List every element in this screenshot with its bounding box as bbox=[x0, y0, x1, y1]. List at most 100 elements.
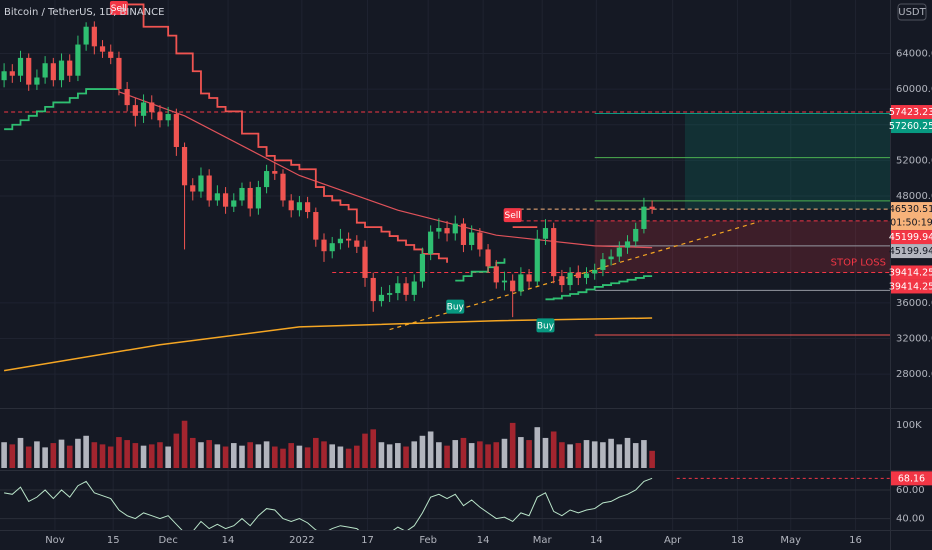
volume-bar bbox=[575, 443, 582, 468]
candle-body bbox=[411, 281, 417, 295]
volume-bar bbox=[419, 435, 426, 468]
currency-box[interactable] bbox=[897, 3, 927, 21]
rsi-label: 68.16 bbox=[898, 473, 925, 484]
candle-body bbox=[26, 57, 32, 85]
volume-bar bbox=[75, 438, 81, 468]
candle-body bbox=[436, 228, 442, 232]
candle-body bbox=[140, 102, 147, 116]
volume-bar bbox=[362, 433, 368, 468]
volume-bar bbox=[649, 450, 655, 468]
candle-body bbox=[493, 266, 499, 283]
candle-body bbox=[403, 283, 409, 295]
candle-body bbox=[280, 173, 286, 201]
chart-title: Bitcoin / TetherUS, 1D, BINANCE bbox=[4, 7, 164, 18]
x-tick-label: Nov bbox=[45, 535, 65, 546]
price-label: 45199.94 bbox=[889, 232, 932, 243]
x-tick-label: 15 bbox=[107, 535, 120, 546]
candle-body bbox=[518, 274, 524, 292]
candle-body bbox=[378, 294, 385, 302]
volume-bar bbox=[25, 446, 32, 468]
volume-bar bbox=[624, 437, 631, 468]
volume-bar bbox=[534, 427, 541, 468]
candle-body bbox=[321, 239, 327, 252]
volume-pane bbox=[1, 420, 655, 468]
volume-bar bbox=[263, 441, 270, 468]
grid-layer bbox=[0, 0, 890, 530]
price-label: 39414.25 bbox=[889, 281, 932, 292]
candle-body bbox=[75, 44, 81, 76]
candle-body bbox=[116, 57, 122, 90]
rsi-label-bg bbox=[891, 471, 932, 486]
volume-bar bbox=[632, 443, 639, 468]
price-label-bg bbox=[891, 119, 932, 134]
signal-label: Buy bbox=[447, 303, 465, 313]
candle-body bbox=[559, 276, 565, 286]
x-tick-label: 14 bbox=[477, 535, 490, 546]
trade-zone bbox=[684, 113, 890, 210]
volume-bar bbox=[427, 431, 434, 468]
volume-bar bbox=[230, 443, 237, 468]
volume-bar bbox=[386, 444, 393, 468]
x-tick-label: 14 bbox=[590, 535, 603, 546]
candle-body bbox=[485, 249, 491, 267]
volume-bar bbox=[370, 429, 377, 468]
volume-bar bbox=[403, 446, 409, 468]
volume-bar bbox=[313, 437, 319, 468]
y-tick-label: 60000.00 bbox=[896, 84, 932, 95]
candle-body bbox=[239, 187, 245, 201]
volume-bar bbox=[116, 437, 122, 468]
axis-layer: 28000.00 32000.00 36000.00 48000.00 52000.00… bbox=[45, 48, 932, 546]
candle-body bbox=[305, 202, 311, 213]
y-tick-label: 52000.00 bbox=[896, 155, 932, 166]
candle-body bbox=[50, 63, 56, 81]
volume-bar bbox=[329, 444, 336, 468]
volume-bar bbox=[608, 438, 614, 468]
signal-label: Sell bbox=[505, 211, 521, 221]
signal-badge bbox=[109, 1, 128, 15]
volume-bar bbox=[255, 444, 262, 468]
volume-bar bbox=[509, 422, 516, 468]
volume-bar bbox=[468, 443, 475, 468]
rsi-tick-label: 40.00 bbox=[896, 514, 925, 525]
volume-bar bbox=[526, 440, 532, 468]
y-tick-label: 32000.00 bbox=[896, 334, 932, 345]
volume-bar bbox=[214, 444, 221, 468]
volume-bar bbox=[271, 446, 278, 468]
signal-badge bbox=[446, 299, 465, 314]
candle-body bbox=[1, 71, 7, 81]
volume-bar bbox=[354, 445, 360, 468]
candle-body bbox=[198, 175, 204, 192]
candle-body bbox=[99, 46, 106, 52]
volume-bar bbox=[321, 441, 327, 468]
x-tick-label: Feb bbox=[419, 535, 437, 546]
volume-bar bbox=[411, 441, 418, 468]
candle-body bbox=[624, 241, 631, 248]
volume-bar bbox=[296, 445, 303, 468]
candle-body bbox=[165, 114, 171, 121]
volume-bar bbox=[34, 441, 40, 468]
volume-bar bbox=[9, 444, 16, 468]
candle-body bbox=[387, 293, 393, 295]
candle-body bbox=[132, 105, 138, 116]
y-tick-label: 28000.00 bbox=[896, 369, 932, 380]
volume-bar bbox=[50, 443, 57, 468]
candle-body bbox=[616, 247, 622, 257]
candle-body bbox=[272, 171, 278, 174]
candle-body bbox=[124, 89, 130, 106]
volume-bar bbox=[378, 442, 385, 468]
candle-body bbox=[501, 280, 508, 283]
candle-body bbox=[444, 228, 450, 234]
rsi-tick-label: 60.00 bbox=[896, 485, 925, 496]
candle-body bbox=[346, 238, 352, 241]
ema-line bbox=[118, 91, 653, 249]
candle-body bbox=[460, 223, 467, 245]
currency[interactable]: USDT bbox=[898, 7, 926, 18]
volume-bar bbox=[107, 446, 114, 468]
candle-body bbox=[608, 256, 614, 260]
y-tick-label: 48000.00 bbox=[896, 191, 932, 202]
x-tick-label: 2022 bbox=[289, 535, 314, 546]
volume-bar bbox=[165, 446, 171, 468]
candle-body bbox=[592, 269, 598, 274]
volume-bar bbox=[157, 442, 163, 468]
volume-bar bbox=[280, 448, 286, 468]
